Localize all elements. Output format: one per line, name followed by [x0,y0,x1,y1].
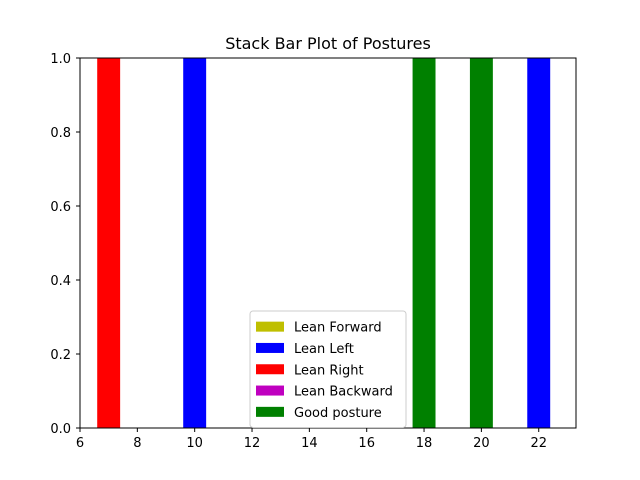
bar-good-posture-18 [412,58,436,428]
x-tick-label: 12 [244,436,261,451]
x-tick-label: 8 [133,436,141,451]
bars-layer [97,58,551,428]
bar-lean-right-7 [97,58,121,428]
y-axis: 0.0 0.2 0.4 0.6 0.8 1.0 [50,52,80,437]
x-tick-label: 18 [416,436,433,451]
legend-swatch-lean-left [256,342,284,353]
y-tick-label: 1.0 [50,52,71,67]
y-tick-label: 0.0 [50,422,71,437]
x-tick-label: 20 [473,436,490,451]
legend-swatch-lean-right [256,364,284,375]
x-axis: 6 8 10 12 14 16 18 20 22 [76,428,547,451]
bar-lean-left-10 [183,58,207,428]
x-tick-label: 22 [530,436,547,451]
y-tick-label: 0.2 [50,348,71,363]
legend-swatch-lean-forward [256,321,284,332]
legend-label-lean-left: Lean Left [294,342,354,357]
chart-title: Stack Bar Plot of Postures [225,34,431,53]
legend-label-lean-backward: Lean Backward [294,385,393,400]
legend-swatch-lean-backward [256,385,284,396]
y-tick-label: 0.6 [50,200,71,215]
x-tick-label: 10 [186,436,203,451]
y-tick-label: 0.4 [50,274,71,289]
legend-label-good-posture: Good posture [294,406,382,421]
y-tick-label: 0.8 [50,126,71,141]
legend-label-lean-forward: Lean Forward [294,321,382,336]
x-tick-label: 14 [301,436,318,451]
legend-swatch-good-posture [256,406,284,417]
x-tick-label: 16 [358,436,375,451]
legend-box [249,310,407,428]
legend-label-lean-right: Lean Right [294,363,364,378]
bar-lean-left-22 [527,58,551,428]
legend: Lean Forward Lean Left Lean Right Lean Back… [249,310,407,428]
x-tick-label: 6 [76,436,84,451]
bar-good-posture-20 [469,58,493,428]
